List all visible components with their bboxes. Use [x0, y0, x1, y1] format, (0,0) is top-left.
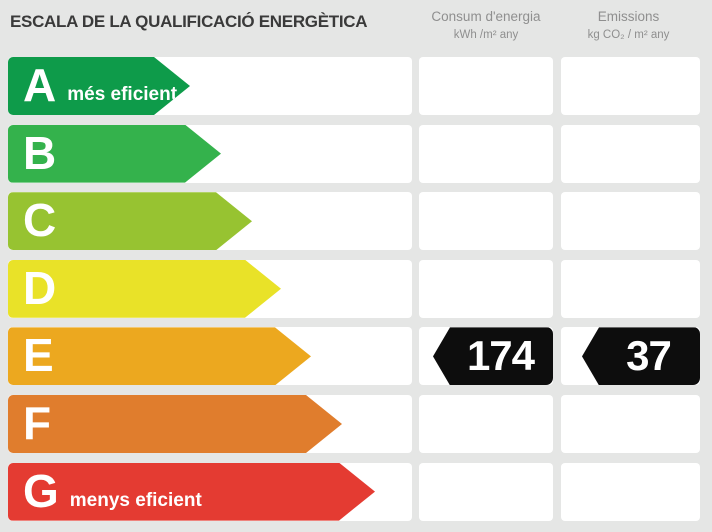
emissions-cell-d — [561, 259, 700, 318]
page-title: ESCALA DE LA QUALIFICACIÓ ENERGÈTICA — [10, 12, 368, 31]
column-header-emissions-unit: kg CO₂ / m² any — [587, 28, 670, 41]
rating-arrow-d: D — [8, 260, 281, 318]
consum-cell-e: 174 — [419, 327, 553, 386]
consum-cell-d — [419, 259, 553, 318]
consum-cell-f — [419, 394, 553, 453]
rating-row-f: F — [8, 394, 700, 453]
rating-letter-a: A — [23, 59, 57, 111]
rating-note-g: menys eficient — [69, 489, 202, 511]
emissions-cell-e: 37 — [561, 327, 700, 386]
column-header-emissions-label: Emissions — [597, 9, 660, 24]
rating-arrow-e: E — [8, 327, 311, 385]
rating-letter-e: E — [23, 329, 54, 382]
emissions-cell-c — [561, 192, 700, 251]
consum-value: 174 — [466, 332, 535, 380]
column-header-consum: Consum d'energia kWh /m² any — [415, 7, 557, 43]
column-header-consum-label: Consum d'energia — [431, 9, 541, 24]
rating-row-e: E 174 37 — [8, 327, 700, 386]
rating-arrow-b: B — [8, 125, 221, 183]
rating-row-strip: B — [8, 124, 412, 183]
rating-row-d: D — [8, 259, 700, 318]
consum-cell-b — [419, 124, 553, 183]
rating-letter-g: G — [23, 464, 59, 517]
emissions-cell-f — [561, 394, 700, 453]
emissions-cell-a — [561, 57, 700, 115]
emissions-cell-g — [561, 462, 700, 521]
rating-arrow-f: F — [8, 395, 342, 453]
consum-cell-a — [419, 57, 553, 115]
rating-letter-f: F — [23, 396, 52, 449]
rating-note-a: més eficient — [67, 84, 178, 105]
column-header-emissions: Emissions kg CO₂ / m² any — [557, 7, 700, 43]
rating-row-c: C — [8, 192, 700, 251]
rating-letter-b: B — [23, 126, 57, 179]
emissions-value: 37 — [626, 332, 672, 380]
consum-value-badge: 174 — [433, 327, 553, 386]
column-header-consum-unit: kWh /m² any — [453, 28, 519, 41]
consum-cell-c — [419, 192, 553, 251]
rating-letter-c: C — [23, 194, 57, 247]
consum-cell-g — [419, 462, 553, 521]
emissions-cell-b — [561, 124, 700, 183]
rating-arrow-c: C — [8, 192, 252, 250]
emissions-value-badge: 37 — [582, 327, 700, 386]
rating-row-strip: D — [8, 259, 412, 318]
rating-row-strip: C — [8, 192, 412, 251]
rating-row-b: B — [8, 124, 700, 183]
rating-row-strip: E — [8, 327, 412, 386]
rating-letter-d: D — [23, 261, 57, 314]
rating-row-strip: F — [8, 394, 412, 453]
